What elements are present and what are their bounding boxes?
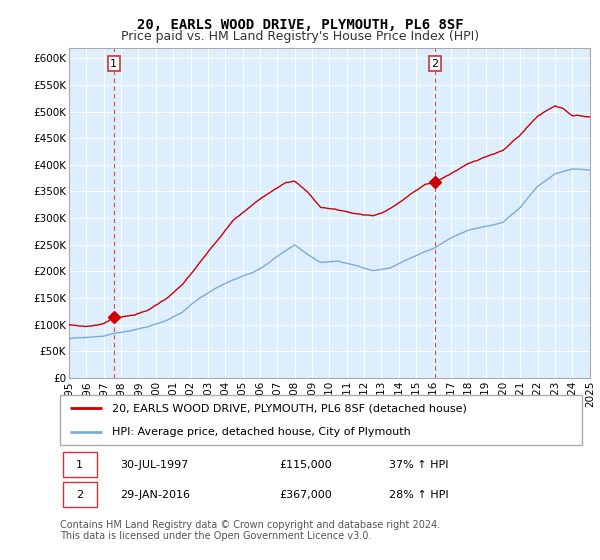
Text: 37% ↑ HPI: 37% ↑ HPI: [389, 460, 448, 470]
Text: 29-JAN-2016: 29-JAN-2016: [120, 490, 190, 500]
Text: 28% ↑ HPI: 28% ↑ HPI: [389, 490, 448, 500]
Text: 1: 1: [76, 460, 83, 470]
Text: 20, EARLS WOOD DRIVE, PLYMOUTH, PL6 8SF: 20, EARLS WOOD DRIVE, PLYMOUTH, PL6 8SF: [137, 18, 463, 32]
FancyBboxPatch shape: [60, 395, 582, 445]
FancyBboxPatch shape: [62, 482, 97, 507]
FancyBboxPatch shape: [62, 452, 97, 477]
Text: 2: 2: [431, 59, 439, 68]
Text: £367,000: £367,000: [279, 490, 332, 500]
Text: HPI: Average price, detached house, City of Plymouth: HPI: Average price, detached house, City…: [112, 427, 411, 437]
Text: 30-JUL-1997: 30-JUL-1997: [120, 460, 188, 470]
Text: 1: 1: [110, 59, 117, 68]
Text: 20, EARLS WOOD DRIVE, PLYMOUTH, PL6 8SF (detached house): 20, EARLS WOOD DRIVE, PLYMOUTH, PL6 8SF …: [112, 403, 467, 413]
Text: £115,000: £115,000: [279, 460, 332, 470]
Text: 2: 2: [76, 490, 83, 500]
Text: Price paid vs. HM Land Registry's House Price Index (HPI): Price paid vs. HM Land Registry's House …: [121, 30, 479, 43]
Text: Contains HM Land Registry data © Crown copyright and database right 2024.
This d: Contains HM Land Registry data © Crown c…: [60, 520, 440, 542]
